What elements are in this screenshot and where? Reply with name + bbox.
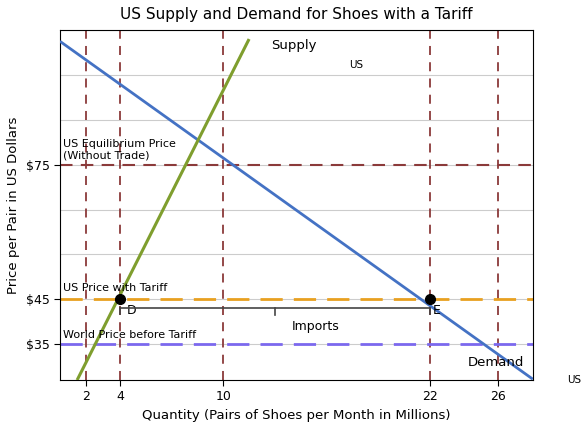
- Text: E: E: [433, 304, 441, 317]
- Text: Imports: Imports: [292, 320, 340, 333]
- Text: US Equilibrium Price
(Without Trade): US Equilibrium Price (Without Trade): [63, 139, 176, 160]
- Text: World Price before Tariff: World Price before Tariff: [63, 330, 197, 340]
- Title: US Supply and Demand for Shoes with a Tariff: US Supply and Demand for Shoes with a Ta…: [120, 7, 473, 22]
- Y-axis label: Price per Pair in US Dollars: Price per Pair in US Dollars: [7, 116, 20, 294]
- Text: US: US: [567, 375, 581, 384]
- Text: Supply: Supply: [271, 39, 317, 52]
- Text: US: US: [349, 60, 363, 70]
- Text: D: D: [127, 304, 137, 317]
- X-axis label: Quantity (Pairs of Shoes per Month in Millions): Quantity (Pairs of Shoes per Month in Mi…: [142, 409, 451, 422]
- Text: Demand: Demand: [467, 356, 524, 369]
- Text: US Price with Tariff: US Price with Tariff: [63, 283, 168, 293]
